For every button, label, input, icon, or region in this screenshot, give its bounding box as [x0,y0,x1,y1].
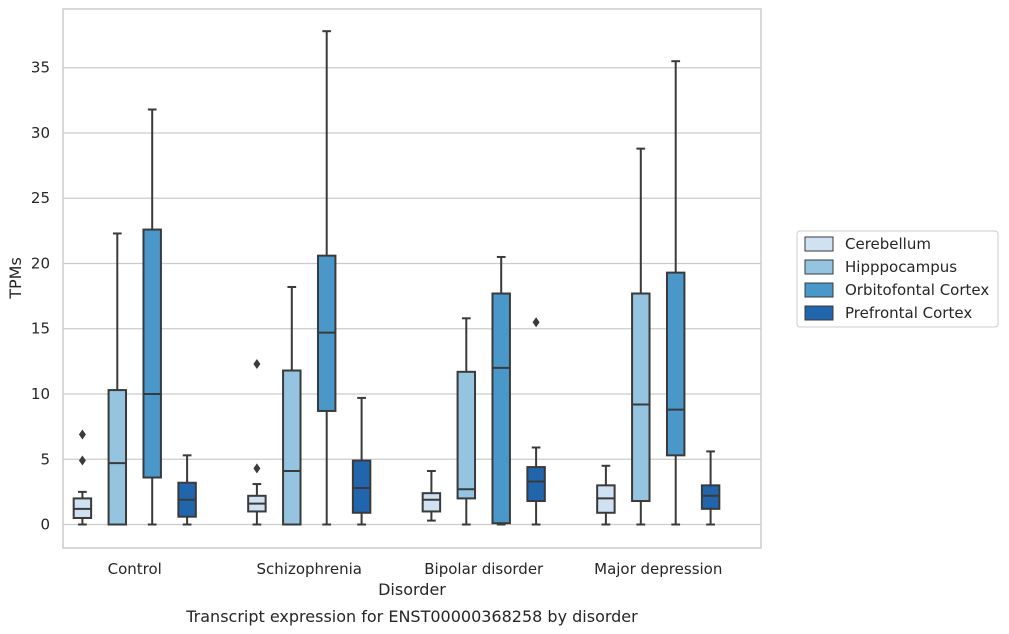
legend-item: Cerebellum [804,235,931,253]
y-tick-label: 35 [31,59,50,77]
legend-swatch [804,305,834,321]
outlier-point [253,358,261,369]
box-cerebellum [72,429,93,526]
legend-label: Cerebellum [845,235,931,253]
box-iqr [351,459,372,514]
x-tick-label: Control [108,560,162,578]
box-hipppocampus [107,232,128,526]
box-prefrontal-cortex [526,317,546,526]
box-orbitofontal-cortex [665,60,686,526]
legend-item: Orbitofontal Cortex [804,281,989,299]
box-hipppocampus [282,285,302,526]
x-tick-label: Schizophrenia [257,560,362,578]
legend: Cerebellum Hipppocampus Orbitofontal Corte… [796,230,999,328]
chart-caption: Transcript expression for ENST0000036825… [185,607,638,626]
box-cerebellum [596,464,616,526]
box-iqr [700,484,721,510]
box-hipppocampus [631,147,651,526]
legend-swatch [804,282,834,298]
x-tick-label: Major depression [594,560,722,578]
y-axis-label: TPMs [6,257,25,300]
legend-item: Prefrontal Cortex [804,304,972,322]
x-tick-labels: Control Schizophrenia Bipolar disorder Majo… [108,560,723,578]
y-tick-label: 10 [31,385,50,403]
legend-item: Hipppocampus [804,258,957,276]
box-orbitofontal-cortex [316,30,337,526]
outlier-point [78,429,86,440]
plot-background [63,9,761,548]
y-tick-label: 25 [31,189,50,207]
x-axis-label: Disorder [378,580,446,599]
box-orbitofontal-cortex [142,108,162,526]
legend-label: Hipppocampus [845,258,957,276]
y-tick-label: 0 [40,516,50,534]
box-iqr [665,271,686,457]
box-orbitofontal-cortex [491,255,511,526]
box-cerebellum [421,470,442,522]
box-iqr [526,466,546,503]
legend-items: Cerebellum Hipppocampus Orbitofontal Corte… [804,235,989,322]
y-tick-label: 15 [31,320,50,338]
y-tick-label: 20 [31,254,50,272]
box-cerebellum [247,358,267,526]
box-iqr [631,292,651,503]
box-prefrontal-cortex [177,454,197,526]
plot-frame [62,8,762,549]
outlier-point [532,317,540,328]
box-iqr [456,370,477,500]
legend-swatch [804,259,834,275]
y-tick-label: 30 [31,124,50,142]
outlier-point [253,463,261,474]
legend-swatch [804,236,834,252]
y-tick-labels: 0 5 10 15 20 25 30 35 [31,59,50,534]
box-iqr [107,389,128,526]
gridlines [63,67,761,526]
x-tick-label: Bipolar disorder [424,560,544,578]
box-hipppocampus [456,317,477,526]
outlier-point [78,455,86,466]
legend-label: Orbitofontal Cortex [845,281,989,299]
box-iqr [282,369,302,526]
box-iqr [142,228,162,479]
legend-label: Prefrontal Cortex [845,304,972,322]
box-groups [72,30,721,526]
box-prefrontal-cortex [700,450,721,526]
box-iqr [491,292,511,525]
y-tick-label: 5 [40,450,50,468]
box-iqr [421,492,442,513]
legend-frame [796,230,999,328]
box-prefrontal-cortex [351,396,372,526]
